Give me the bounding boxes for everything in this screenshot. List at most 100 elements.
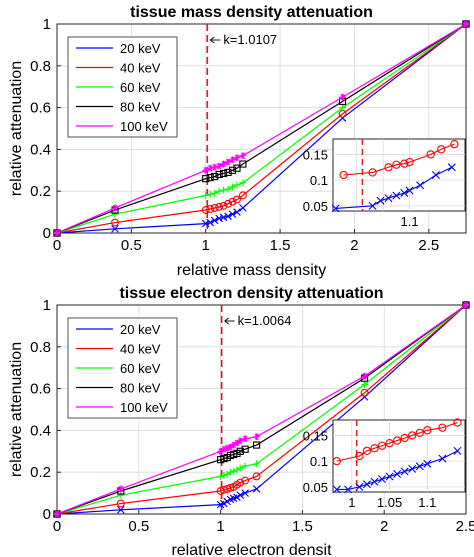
marker-x [416, 181, 425, 190]
marker-circle [450, 139, 459, 149]
marker-x [219, 213, 228, 222]
inset-series-20-keV [331, 163, 456, 213]
x-tick-label: 1.5 [270, 237, 291, 254]
legend-entry: 20 keV [120, 41, 161, 56]
y-tick-label: 0.4 [30, 141, 51, 158]
marker-circle [453, 418, 462, 427]
series-100-keV [53, 301, 470, 518]
inset-x-tick-label: 1 [348, 495, 355, 510]
inset-y-tick-label: 0.05 [303, 199, 328, 214]
y-tick-label: 0 [43, 225, 51, 242]
marker-circle [377, 441, 387, 450]
marker-x [415, 462, 424, 471]
x-axis-label: relative electron densit [171, 542, 332, 557]
chart-1: 0 0.5 1 1.5 2 2.5 0 0.2 0.4 0.6 0.8 1 tissue mass de… [8, 4, 470, 279]
x-tick-label: 0 [53, 518, 61, 535]
marker-square [241, 445, 249, 453]
marker-x [252, 485, 261, 493]
x-tick-label: 2 [350, 237, 358, 254]
marker-square [211, 172, 219, 181]
y-axis-label: relative attenuation [8, 342, 25, 477]
marker-circle [392, 160, 401, 169]
legend-entry: 80 keV [120, 100, 161, 115]
x-tick-label: 0 [53, 237, 61, 254]
legend-entry: 100 keV [120, 400, 168, 415]
marker-circle [111, 218, 119, 227]
marker-x [400, 189, 409, 197]
series-20-keV [53, 301, 470, 518]
series-100-keV [53, 20, 470, 237]
marker-x [331, 204, 340, 213]
inset-box [332, 419, 466, 493]
marker-x [438, 454, 447, 463]
legend-entry: 60 keV [120, 80, 161, 95]
marker-x [215, 214, 223, 223]
y-tick-label: 0 [43, 506, 51, 523]
marker-x [408, 464, 417, 473]
marker-circle [236, 478, 245, 487]
marker-x [111, 225, 119, 233]
marker-circle [206, 205, 215, 213]
marker-x [453, 446, 462, 455]
marker-x [393, 470, 402, 478]
marker-circle [385, 438, 394, 448]
marker-x [239, 204, 247, 212]
y-tick-label: 0.4 [30, 422, 51, 439]
legend: 20 keV 40 keV 60 keV 80 keV 100 keV [67, 317, 178, 419]
marker-circle [201, 206, 210, 214]
x-tick-label: 1 [216, 518, 224, 535]
marker-x [241, 489, 249, 497]
marker-x [210, 216, 219, 225]
x-axis-label: relative mass density [177, 262, 326, 279]
marker-x [368, 201, 377, 210]
inset-series-20-keV [332, 446, 462, 494]
inset-series-line [336, 422, 458, 462]
marker-x [233, 493, 241, 502]
chart-title: tissue electron density attenuation [119, 285, 383, 302]
x-tick-label: 0.5 [128, 518, 149, 535]
marker-x [344, 485, 353, 494]
legend-entry: 80 keV [120, 381, 161, 396]
marker-circle [116, 499, 125, 508]
x-tick-label: 2 [380, 518, 388, 535]
k-annotation: k=1.0064 [238, 313, 292, 328]
inset-series-line [336, 450, 458, 490]
marker-circle [224, 199, 232, 208]
marker-x [378, 475, 387, 484]
marker-circle [384, 163, 393, 172]
marker-circle [392, 436, 402, 445]
marker-x [384, 194, 393, 203]
marker-x [206, 218, 214, 227]
marker-circle [438, 423, 447, 432]
marker-circle [400, 159, 409, 168]
y-tick-label: 0.6 [30, 100, 51, 117]
marker-x [385, 472, 394, 481]
x-tick-label: 1 [202, 237, 210, 254]
x-tick-label: 0.5 [121, 237, 142, 254]
legend-entry: 40 keV [120, 61, 161, 76]
marker-circle [226, 483, 235, 492]
x-tick-label: 1.5 [292, 518, 313, 535]
marker-x [447, 163, 456, 172]
inset-x-tick-label: 1.1 [401, 214, 419, 229]
y-tick-label: 0.8 [30, 339, 51, 356]
axes-box [56, 23, 467, 234]
inset: 0.05 0.1 0.15 1 1.05 1.1 [303, 418, 466, 510]
marker-circle [426, 150, 435, 159]
marker-circle [415, 428, 424, 438]
inset-series-40-keV [332, 418, 462, 466]
marker-circle [238, 191, 247, 200]
inset-box [332, 138, 466, 212]
y-tick-label: 0.8 [30, 58, 51, 75]
y-axis-label: relative attenuation [8, 61, 25, 196]
marker-square [233, 164, 241, 172]
inset-y-tick-label: 0.1 [310, 173, 328, 188]
marker-x [201, 219, 210, 228]
marker-x [355, 482, 364, 491]
marker-circle [339, 170, 348, 180]
marker-x [224, 212, 232, 221]
marker-x [117, 506, 125, 514]
marker-square [236, 447, 244, 455]
marker-x [338, 114, 347, 122]
inset-y-tick-label: 0.15 [303, 428, 328, 443]
